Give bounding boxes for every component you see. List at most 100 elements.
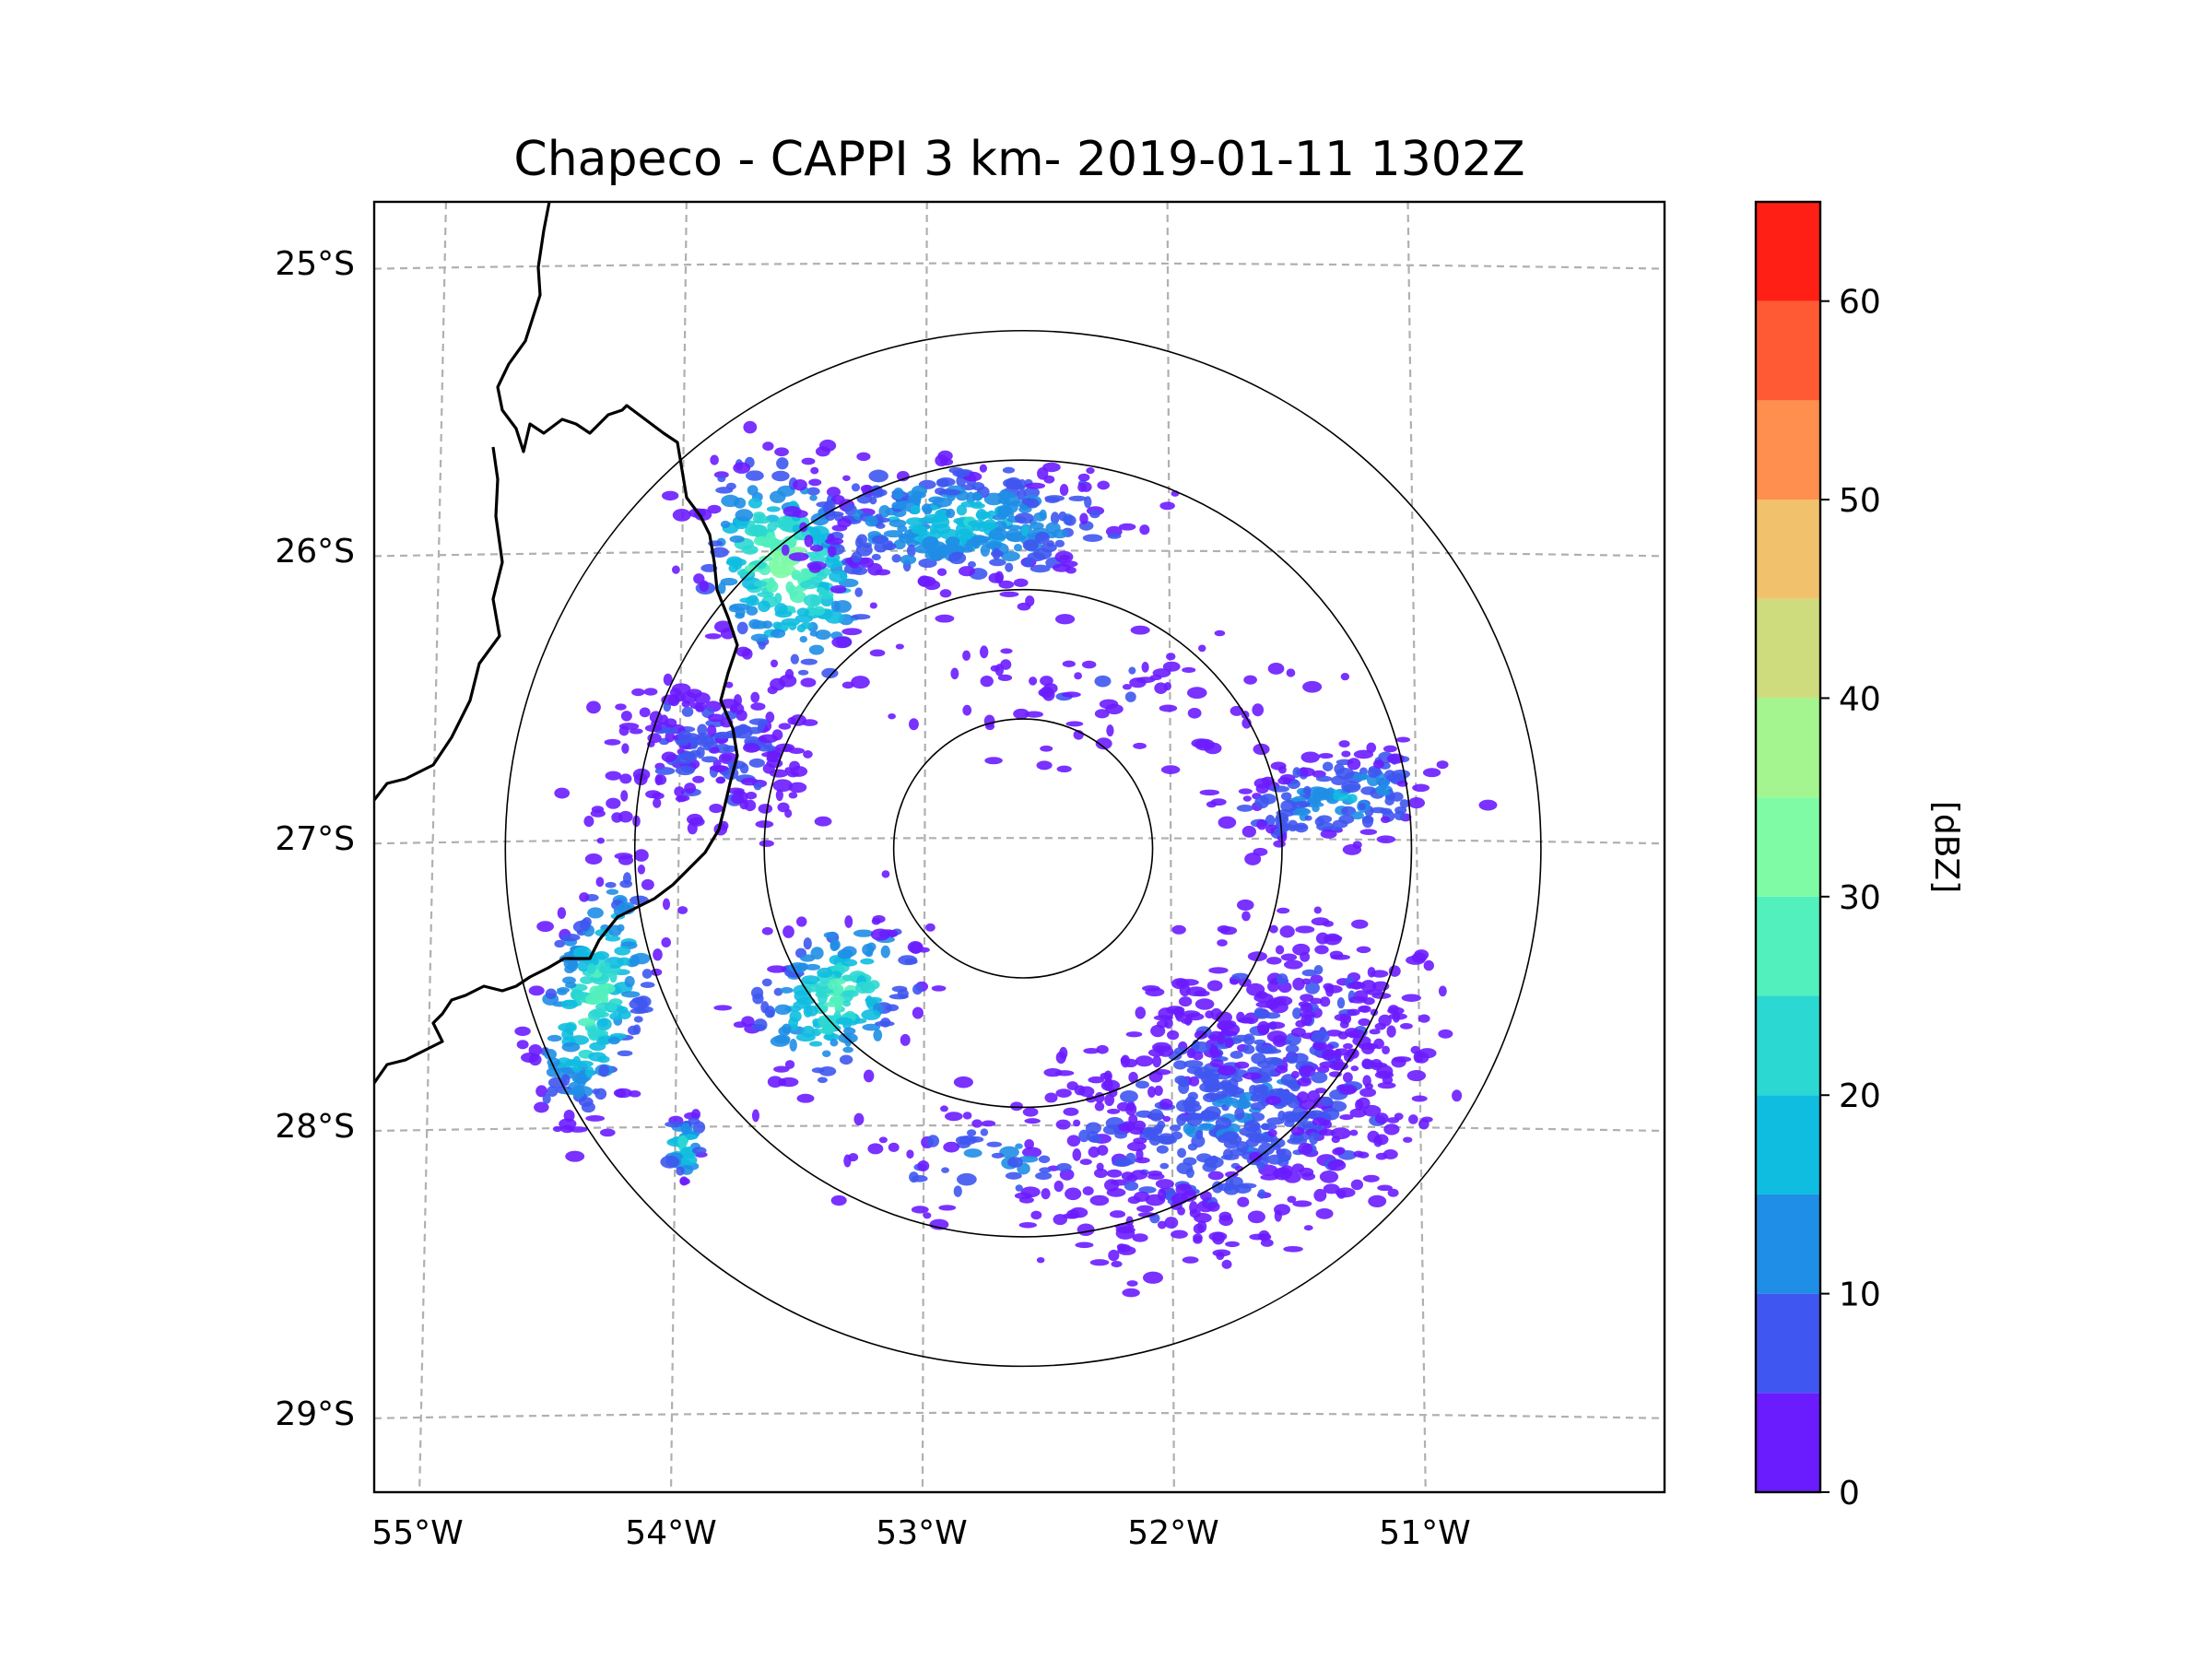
echo-pixel bbox=[1276, 812, 1288, 822]
echo-pixel bbox=[1342, 1072, 1353, 1083]
echo-pixel bbox=[693, 692, 711, 705]
echo-pixel bbox=[629, 1007, 648, 1015]
echo-pixel bbox=[751, 1109, 759, 1123]
echo-pixel bbox=[599, 1128, 616, 1137]
echo-pixel bbox=[1102, 1124, 1120, 1135]
echo-pixel bbox=[1124, 691, 1136, 702]
echo-pixel bbox=[1142, 1271, 1163, 1284]
echo-cluster bbox=[851, 614, 1350, 806]
echo-pixel bbox=[1350, 1179, 1364, 1191]
echo-pixel bbox=[1208, 1231, 1228, 1241]
echo-pixel bbox=[1094, 1101, 1105, 1112]
echo-pixel bbox=[1375, 1152, 1388, 1160]
echo-pixel bbox=[1250, 1093, 1260, 1102]
echo-pixel bbox=[950, 667, 959, 680]
echo-pixel bbox=[1022, 539, 1039, 551]
echo-pixel bbox=[1358, 1006, 1370, 1013]
echo-pixel bbox=[1309, 1132, 1319, 1145]
echo-pixel bbox=[585, 1115, 606, 1122]
echo-pixel bbox=[692, 1147, 707, 1155]
echo-pixel bbox=[1241, 825, 1256, 838]
echo-pixel bbox=[851, 676, 870, 689]
echo-pixel bbox=[1330, 1127, 1351, 1140]
colorbar-ticks: 0 10 20 30 40 50 60 bbox=[1820, 284, 1881, 1512]
echo-pixel bbox=[1149, 675, 1162, 681]
echo-pixel bbox=[1313, 906, 1322, 914]
lat-gridline bbox=[374, 1124, 1665, 1133]
echo-pixel bbox=[577, 1018, 596, 1027]
echo-pixel bbox=[1059, 1046, 1068, 1060]
echo-pixel bbox=[1126, 1280, 1138, 1287]
echo-pixel bbox=[976, 509, 987, 522]
colorbar-swatch bbox=[1756, 1393, 1820, 1492]
echo-pixel bbox=[1423, 959, 1434, 971]
echo-pixel bbox=[1218, 1065, 1237, 1077]
echo-pixel bbox=[1162, 661, 1181, 672]
lon-gridline bbox=[1406, 202, 1427, 1492]
echo-pixel bbox=[1068, 495, 1088, 502]
echo-pixel bbox=[810, 947, 824, 960]
echo-pixel bbox=[677, 1135, 688, 1148]
echo-pixel bbox=[788, 585, 798, 597]
echo-pixel bbox=[999, 489, 1009, 500]
echo-pixel bbox=[1032, 547, 1053, 560]
echo-pixel bbox=[1079, 1159, 1092, 1165]
echo-pixel bbox=[1003, 478, 1018, 488]
echo-pixel bbox=[653, 948, 663, 961]
echo-pixel bbox=[614, 946, 631, 956]
echo-cluster bbox=[660, 1109, 708, 1186]
echo-pixel bbox=[662, 898, 671, 911]
echo-pixel bbox=[1360, 980, 1377, 993]
echo-pixel bbox=[773, 1065, 790, 1073]
echo-pixel bbox=[629, 998, 648, 1010]
echo-pixel bbox=[739, 799, 749, 810]
echo-pixel bbox=[1357, 1151, 1370, 1159]
echo-pixel bbox=[579, 892, 590, 902]
echo-pixel bbox=[923, 1212, 932, 1219]
echo-pixel bbox=[955, 528, 972, 541]
echo-pixel bbox=[979, 645, 989, 659]
echo-pixel bbox=[806, 487, 820, 496]
echo-pixel bbox=[955, 1135, 971, 1145]
echo-pixel bbox=[1117, 1123, 1135, 1132]
echo-pixel bbox=[1177, 1206, 1185, 1216]
echo-pixel bbox=[1030, 1210, 1042, 1220]
echo-pixel bbox=[605, 935, 621, 942]
echo-pixel bbox=[1130, 1170, 1148, 1180]
echo-pixel bbox=[827, 534, 835, 543]
echo-pixel bbox=[799, 635, 807, 643]
echo-pixel bbox=[780, 987, 794, 994]
colorbar-label: [dBZ] bbox=[1927, 801, 1965, 893]
echo-pixel bbox=[514, 1026, 531, 1037]
echo-pixel bbox=[663, 673, 673, 687]
echo-pixel bbox=[696, 746, 705, 759]
echo-pixel bbox=[1280, 1165, 1294, 1176]
colorbar: 0 10 20 30 40 50 60 [dBZ] bbox=[1754, 200, 1965, 1512]
echo-pixel bbox=[1326, 787, 1335, 796]
echo-pixel bbox=[1162, 1115, 1171, 1123]
echo-pixel bbox=[797, 669, 809, 676]
echo-pixel bbox=[946, 508, 956, 519]
echo-pixel bbox=[837, 518, 852, 528]
echo-pixel bbox=[1343, 1051, 1355, 1063]
echo-pixel bbox=[1066, 1081, 1078, 1090]
echo-pixel bbox=[1186, 687, 1207, 700]
echo-pixel bbox=[1036, 760, 1053, 771]
echo-pixel bbox=[1141, 984, 1160, 992]
echo-pixel bbox=[1286, 1053, 1298, 1065]
echo-pixel bbox=[1013, 543, 1023, 552]
echo-pixel bbox=[641, 969, 653, 979]
echo-pixel bbox=[1277, 907, 1290, 914]
echo-pixel bbox=[853, 929, 874, 937]
echo-pixel bbox=[733, 560, 743, 571]
echo-pixel bbox=[1077, 473, 1090, 482]
echo-pixel bbox=[853, 1112, 865, 1126]
echo-pixel bbox=[989, 559, 1006, 567]
chart-title: Chapeco - CAPPI 3 km- 2019-01-11 1302Z bbox=[513, 132, 1524, 187]
echo-pixel bbox=[1383, 1124, 1400, 1135]
echo-pixel bbox=[1089, 1259, 1110, 1266]
echo-pixel bbox=[708, 713, 724, 723]
colorbar-swatch bbox=[1756, 300, 1820, 401]
echo-pixel bbox=[774, 593, 782, 605]
echo-pixel bbox=[1214, 629, 1226, 637]
